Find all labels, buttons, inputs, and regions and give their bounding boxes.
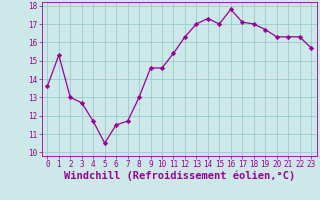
X-axis label: Windchill (Refroidissement éolien,°C): Windchill (Refroidissement éolien,°C) xyxy=(64,171,295,181)
